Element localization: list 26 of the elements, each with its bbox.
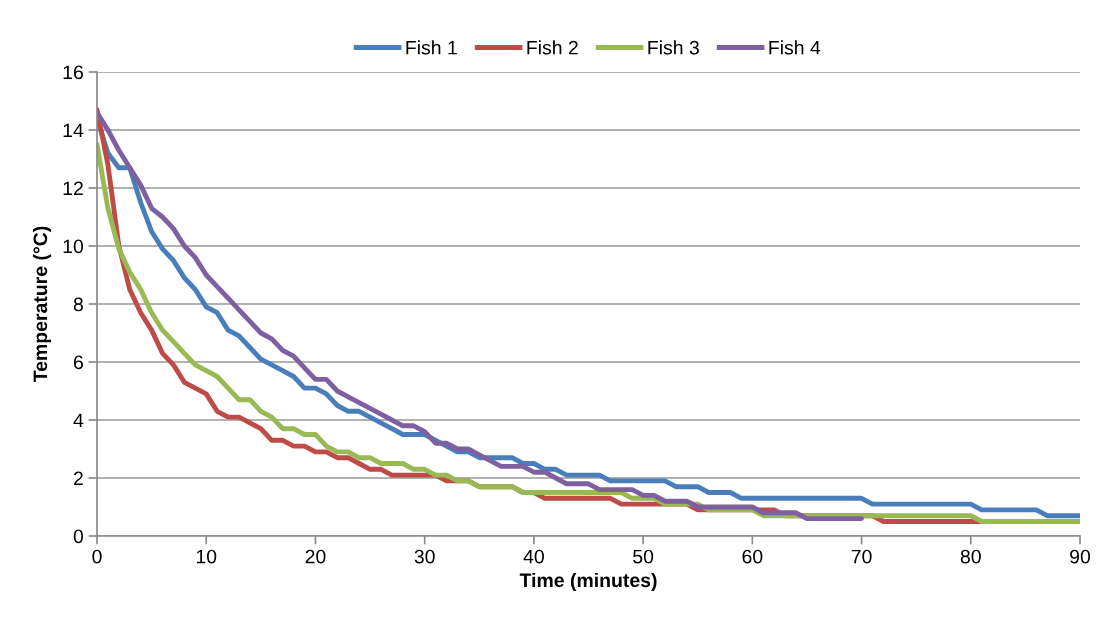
x-tick-label: 0 — [92, 549, 102, 564]
y-tick-label: 14 — [63, 123, 84, 138]
legend-label: Fish 2 — [527, 40, 578, 55]
x-tick-label: 30 — [414, 549, 435, 564]
y-tick-label: 10 — [63, 239, 84, 254]
y-tick-label: 2 — [73, 471, 83, 486]
x-tick-label: 80 — [960, 549, 981, 564]
y-tick-label: 8 — [73, 297, 83, 312]
x-axis-title: Time (minutes) — [519, 572, 657, 591]
y-tick-label: 0 — [73, 529, 84, 544]
x-tick-label: 60 — [742, 549, 763, 564]
line-series — [97, 110, 864, 522]
x-tick-label: 10 — [196, 549, 217, 564]
x-tick-label: 20 — [305, 549, 326, 564]
x-tick-label: 90 — [1070, 549, 1091, 564]
y-axis-title: Temperature (°C) — [32, 226, 52, 383]
x-tick-label: 40 — [523, 549, 544, 564]
x-tick-label: 70 — [851, 549, 872, 564]
y-tick-label: 4 — [73, 413, 84, 428]
y-tick-label: 16 — [63, 65, 83, 80]
x-tick-label: 50 — [633, 549, 654, 564]
legend-label: Fish 3 — [648, 40, 699, 55]
legend-label: Fish 1 — [406, 40, 457, 55]
y-tick-label: 12 — [63, 181, 83, 196]
legend-label: Fish 4 — [769, 40, 821, 55]
y-tick-label: 6 — [73, 355, 83, 370]
